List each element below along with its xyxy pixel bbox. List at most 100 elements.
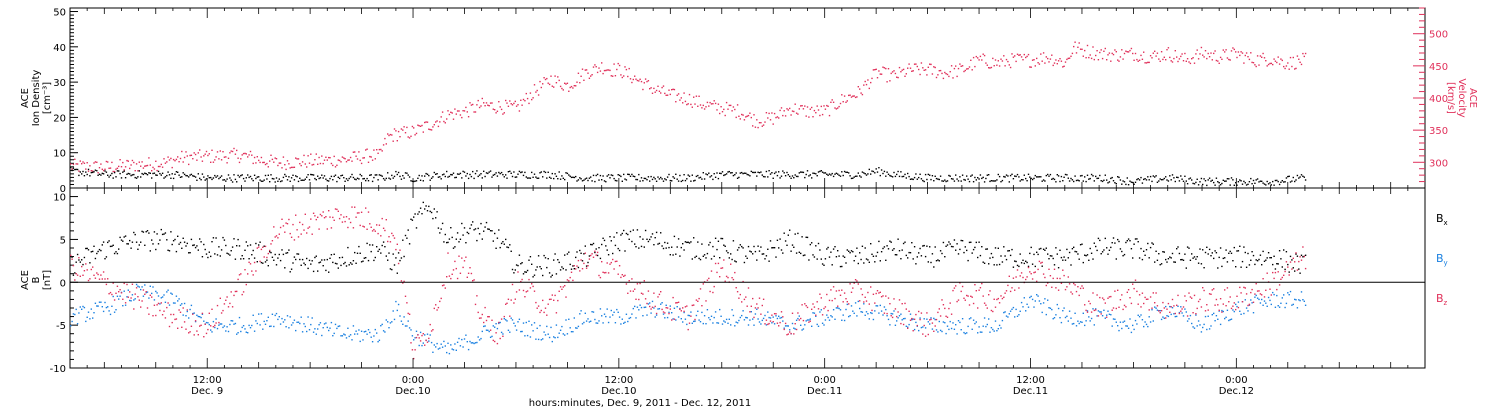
data-point <box>900 171 902 173</box>
data-point <box>894 254 897 256</box>
data-point <box>579 82 581 84</box>
data-point <box>564 82 566 84</box>
data-point <box>1053 178 1056 181</box>
data-point <box>107 278 109 280</box>
data-point <box>93 245 95 247</box>
data-point <box>131 174 134 176</box>
data-point <box>182 314 184 316</box>
data-point <box>978 289 980 291</box>
data-point <box>558 290 560 292</box>
data-point <box>444 175 446 178</box>
data-point <box>205 150 208 153</box>
data-point <box>153 231 156 233</box>
data-point <box>1192 326 1194 328</box>
data-point <box>96 161 98 163</box>
data-point <box>367 259 370 262</box>
data-point <box>535 269 537 271</box>
data-point <box>1118 329 1120 332</box>
data-point <box>140 288 142 291</box>
data-point <box>1015 60 1017 63</box>
data-point <box>1008 313 1010 315</box>
data-point <box>1122 321 1124 323</box>
data-point <box>952 178 954 180</box>
data-point <box>130 164 132 166</box>
data-point <box>1228 319 1230 322</box>
data-point <box>719 172 721 174</box>
data-point <box>263 179 265 181</box>
data-point <box>938 260 940 262</box>
data-point <box>952 77 954 79</box>
data-point <box>985 325 987 328</box>
data-point <box>1059 180 1061 183</box>
data-point <box>805 305 807 307</box>
data-point <box>1107 253 1109 255</box>
data-point <box>465 334 467 336</box>
data-point <box>199 177 201 180</box>
data-point <box>901 303 903 305</box>
data-point <box>964 179 966 181</box>
data-point <box>1278 306 1281 308</box>
data-point <box>701 178 703 180</box>
data-point <box>793 246 795 248</box>
data-point <box>992 57 994 60</box>
data-point <box>705 323 707 325</box>
data-point <box>1191 297 1193 299</box>
data-point <box>384 137 386 140</box>
data-point <box>249 150 252 153</box>
data-point <box>529 177 532 179</box>
data-point <box>1174 315 1176 318</box>
data-point <box>780 311 783 313</box>
data-point <box>510 172 512 174</box>
data-point <box>989 290 991 292</box>
data-point <box>905 73 907 75</box>
data-point <box>1244 54 1246 57</box>
data-point <box>450 344 452 346</box>
data-point <box>354 333 356 335</box>
data-point <box>354 206 356 208</box>
data-point <box>540 171 542 173</box>
data-point <box>188 317 190 319</box>
data-point <box>78 174 80 177</box>
data-point <box>164 162 167 164</box>
data-point <box>1251 61 1253 64</box>
data-point <box>506 320 508 322</box>
data-point <box>712 103 714 105</box>
data-point <box>247 245 249 247</box>
data-point <box>79 275 81 277</box>
data-point <box>640 80 643 83</box>
data-point <box>1073 45 1075 48</box>
data-point <box>944 256 946 258</box>
data-point <box>528 259 530 261</box>
data-point <box>505 174 507 176</box>
data-point <box>1156 52 1159 54</box>
data-point <box>625 68 628 71</box>
data-point <box>860 258 862 261</box>
data-point <box>1147 298 1149 300</box>
data-point <box>537 338 540 341</box>
data-point <box>1057 60 1060 62</box>
data-point <box>1145 62 1148 64</box>
data-point <box>1250 259 1252 261</box>
data-point <box>1302 256 1304 258</box>
data-point <box>421 175 423 177</box>
date-tick-label: Dec.10 <box>601 386 636 397</box>
data-point <box>927 66 929 68</box>
data-point <box>1111 176 1113 179</box>
data-point <box>1188 318 1190 320</box>
data-point <box>400 128 403 130</box>
data-point <box>671 312 673 314</box>
data-point <box>1207 253 1209 255</box>
data-point <box>1167 180 1170 182</box>
data-point <box>832 248 835 250</box>
data-point <box>573 176 575 179</box>
data-point <box>1096 249 1098 252</box>
data-point <box>660 92 662 94</box>
data-point <box>804 105 806 107</box>
data-point <box>1195 181 1197 184</box>
velocity-ylabel-line1: ACE <box>1467 88 1478 108</box>
data-point <box>146 230 149 232</box>
data-point <box>507 329 510 331</box>
data-point <box>627 173 629 175</box>
data-point <box>274 314 276 317</box>
data-point <box>415 330 418 332</box>
